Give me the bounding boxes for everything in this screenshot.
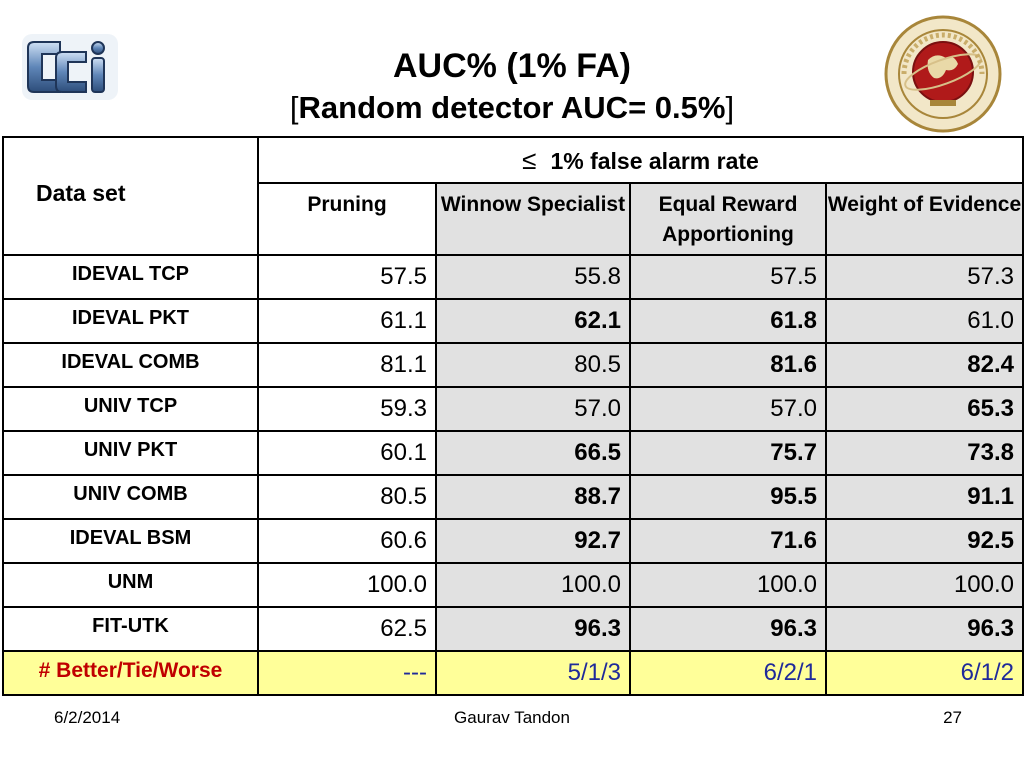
value-equal-reward: 100.0 [629,562,827,608]
value-pruning: 81.1 [257,342,437,388]
footer-page-number: 27 [943,708,962,727]
false-alarm-group-header: ≤1% false alarm rate [257,136,1024,184]
value-equal-reward: 81.6 [629,342,827,388]
auc-table: Data set ≤1% false alarm rate Pruning Wi… [2,136,1024,696]
value-winnow: 96.3 [435,606,631,652]
column-header-equal-reward: Equal Reward Apportioning [629,182,827,256]
dataset-name: UNIV COMB [2,474,259,520]
dataset-name: IDEVAL COMB [2,342,259,388]
table-row: IDEVAL PKT 61.1 62.1 61.8 61.0 [2,298,1024,344]
value-equal-reward: 71.6 [629,518,827,564]
fit-seal-logo [884,15,1002,133]
value-equal-reward: 75.7 [629,430,827,476]
value-weight-of-evidence: 61.0 [825,298,1024,344]
summary-weight-of-evidence: 6/1/2 [825,650,1024,696]
value-equal-reward: 96.3 [629,606,827,652]
value-pruning: 59.3 [257,386,437,432]
value-winnow: 80.5 [435,342,631,388]
value-pruning: 100.0 [257,562,437,608]
dataset-name: IDEVAL PKT [2,298,259,344]
value-winnow: 62.1 [435,298,631,344]
value-weight-of-evidence: 82.4 [825,342,1024,388]
value-winnow: 100.0 [435,562,631,608]
dataset-name: FIT-UTK [2,606,259,652]
less-equal-symbol: ≤ [522,144,537,175]
dataset-name: UNIV PKT [2,430,259,476]
table-row: IDEVAL COMB 81.1 80.5 81.6 82.4 [2,342,1024,388]
column-header-pruning: Pruning [257,182,437,256]
table-row: UNIV TCP 59.3 57.0 57.0 65.3 [2,386,1024,432]
summary-label: # Better/Tie/Worse [2,650,259,696]
value-winnow: 88.7 [435,474,631,520]
slide-title: AUC% (1% FA) [392,47,632,85]
dataset-name: IDEVAL TCP [2,254,259,300]
value-pruning: 57.5 [257,254,437,300]
value-weight-of-evidence: 65.3 [825,386,1024,432]
value-weight-of-evidence: 91.1 [825,474,1024,520]
column-header-weight-of-evidence: Weight of Evidence [825,182,1024,256]
table-row: UNIV PKT 60.1 66.5 75.7 73.8 [2,430,1024,476]
value-weight-of-evidence: 57.3 [825,254,1024,300]
value-pruning: 62.5 [257,606,437,652]
summary-equal-reward: 6/2/1 [629,650,827,696]
group-header-label: 1% false alarm rate [550,147,759,174]
column-header-winnow-specialist: Winnow Specialist [435,182,631,256]
value-equal-reward: 95.5 [629,474,827,520]
value-pruning: 60.1 [257,430,437,476]
subtitle-open-bracket: [ [289,90,299,125]
cci-logo [22,34,118,100]
slide-subtitle: [Random detector AUC= 0.5%] [0,88,1024,128]
value-winnow: 55.8 [435,254,631,300]
table-row: IDEVAL BSM 60.6 92.7 71.6 92.5 [2,518,1024,564]
value-pruning: 61.1 [257,298,437,344]
table-row: IDEVAL TCP 57.5 55.8 57.5 57.3 [2,254,1024,300]
subtitle-close-bracket: ] [725,90,735,125]
value-pruning: 60.6 [257,518,437,564]
value-pruning: 80.5 [257,474,437,520]
value-winnow: 66.5 [435,430,631,476]
value-weight-of-evidence: 100.0 [825,562,1024,608]
dataset-name: UNM [2,562,259,608]
value-winnow: 57.0 [435,386,631,432]
value-equal-reward: 57.0 [629,386,827,432]
footer-author: Gaurav Tandon [454,708,570,727]
value-equal-reward: 57.5 [629,254,827,300]
value-winnow: 92.7 [435,518,631,564]
footer-date: 6/2/2014 [54,708,121,727]
dataset-header: Data set [2,136,259,256]
dataset-name: UNIV TCP [2,386,259,432]
table-row: UNM 100.0 100.0 100.0 100.0 [2,562,1024,608]
dataset-name: IDEVAL BSM [2,518,259,564]
subtitle-text: Random detector AUC= 0.5% [298,90,726,125]
value-equal-reward: 61.8 [629,298,827,344]
table-row: FIT-UTK 62.5 96.3 96.3 96.3 [2,606,1024,652]
summary-row: # Better/Tie/Worse --- 5/1/3 6/2/1 6/1/2 [2,650,1024,696]
summary-winnow: 5/1/3 [435,650,631,696]
table-body: IDEVAL TCP 57.5 55.8 57.5 57.3 IDEVAL PK… [2,254,1024,696]
value-weight-of-evidence: 92.5 [825,518,1024,564]
table-row: UNIV COMB 80.5 88.7 95.5 91.1 [2,474,1024,520]
summary-pruning: --- [257,650,437,696]
value-weight-of-evidence: 96.3 [825,606,1024,652]
value-weight-of-evidence: 73.8 [825,430,1024,476]
